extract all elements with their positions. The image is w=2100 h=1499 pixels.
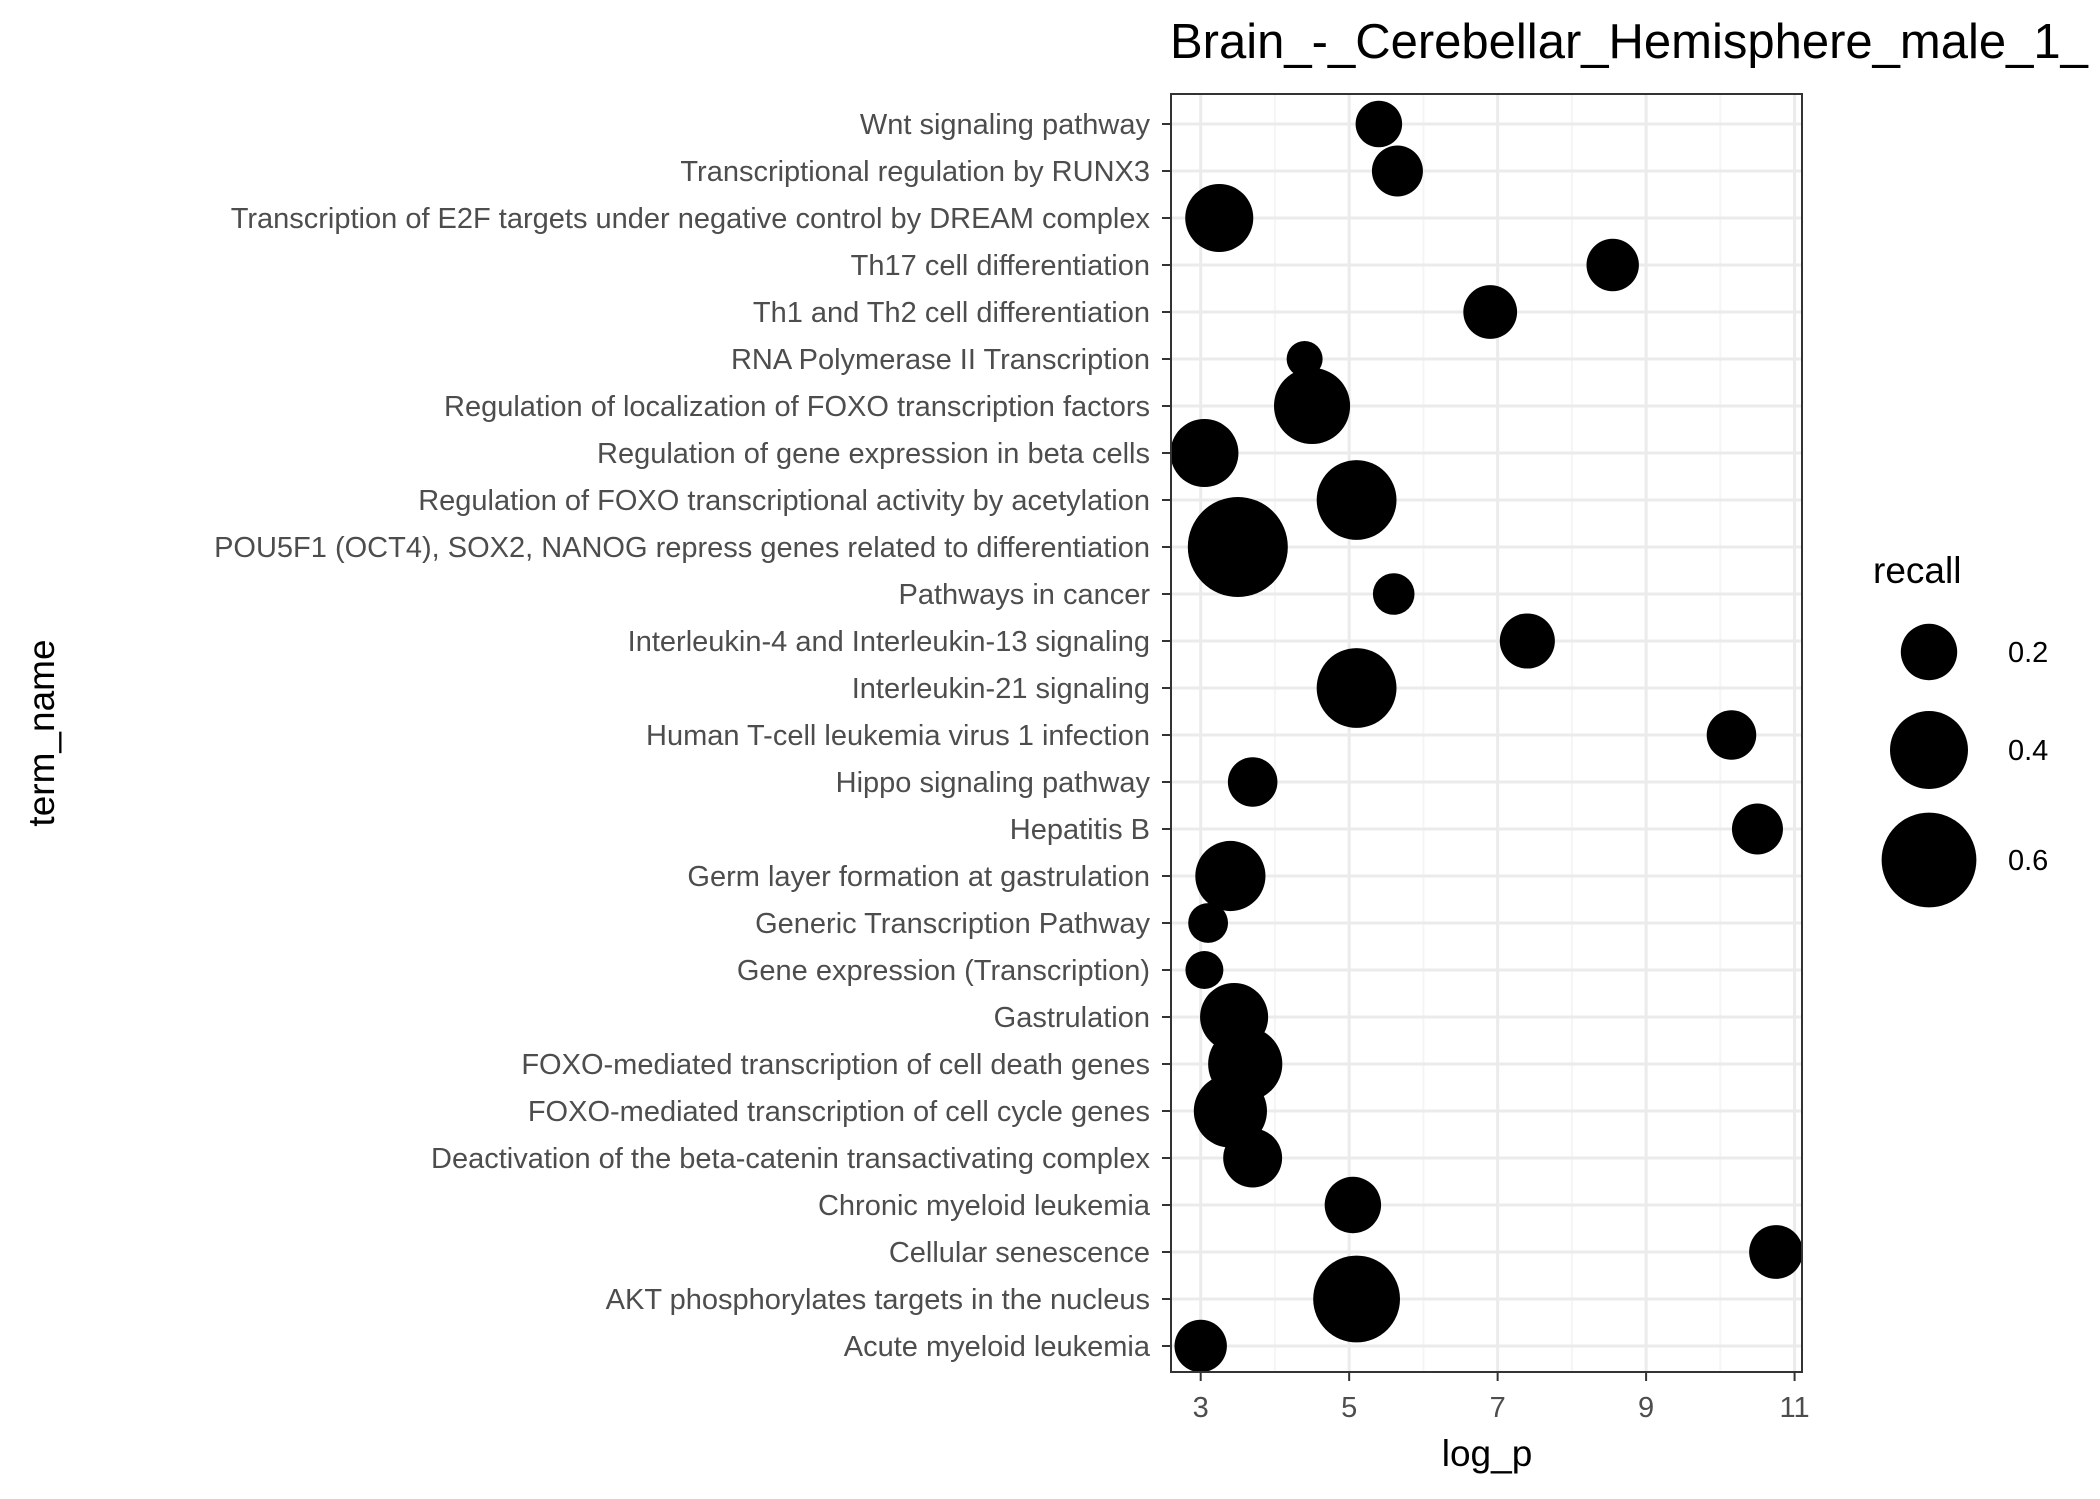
y-tick-label: Acute myeloid leukemia	[844, 1331, 1151, 1363]
y-tick-label: Cellular senescence	[889, 1237, 1150, 1269]
data-point	[1200, 982, 1269, 1052]
y-tick-label: Pathways in cancer	[899, 579, 1151, 611]
data-point	[1227, 757, 1278, 807]
x-tick-label: 7	[1490, 1392, 1506, 1424]
data-point	[1706, 710, 1757, 760]
data-point	[1313, 1255, 1400, 1343]
data-point	[1316, 648, 1397, 728]
y-tick-label: Interleukin-21 signaling	[852, 673, 1150, 705]
data-point	[1174, 1319, 1227, 1373]
y-tick-label: POU5F1 (OCT4), SOX2, NANOG repress genes…	[214, 532, 1150, 564]
y-tick-label: Regulation of FOXO transcriptional activ…	[418, 485, 1150, 517]
y-tick-label: FOXO-mediated transcription of cell deat…	[521, 1049, 1150, 1081]
y-tick-label: Gastrulation	[994, 1002, 1150, 1034]
y-tick-label: Wnt signaling pathway	[860, 109, 1151, 141]
data-point	[1185, 951, 1224, 989]
x-tick-label: 11	[1780, 1392, 1810, 1424]
data-point	[1185, 183, 1254, 253]
data-point	[1731, 803, 1783, 855]
data-point	[1273, 367, 1351, 445]
x-tick-label: 5	[1341, 1392, 1357, 1424]
data-point	[1463, 285, 1518, 339]
y-tick-label: AKT phosphorylates targets in the nucleu…	[606, 1284, 1150, 1316]
y-tick-label: Chronic myeloid leukemia	[818, 1190, 1151, 1222]
x-axis: 3 5 7 9 11	[1193, 1372, 1810, 1424]
data-point	[1170, 418, 1239, 488]
legend-label: 0.2	[2008, 637, 2048, 669]
x-tick-label: 9	[1638, 1392, 1654, 1424]
legend-title: recall	[1873, 550, 1961, 591]
data-point	[1316, 460, 1397, 540]
y-tick-label: Germ layer formation at gastrulation	[687, 861, 1150, 893]
data-point	[1195, 840, 1266, 912]
y-tick-label: Regulation of gene expression in beta ce…	[597, 438, 1150, 470]
data-point	[1187, 497, 1288, 597]
y-tick-label: FOXO-mediated transcription of cell cycl…	[528, 1096, 1150, 1128]
data-point	[1371, 145, 1423, 197]
legend-label: 0.6	[2008, 845, 2048, 877]
y-tick-label: Hepatitis B	[1010, 814, 1150, 846]
legend-size-key	[1900, 623, 1958, 681]
x-tick-label: 3	[1193, 1392, 1209, 1424]
grid-lines	[1171, 94, 1802, 1372]
data-point	[1355, 100, 1403, 148]
y-tick-label: Human T-cell leukemia virus 1 infection	[646, 720, 1150, 752]
y-tick-label: Deactivation of the beta-catenin transac…	[431, 1143, 1150, 1175]
y-tick-label: Transcriptional regulation by RUNX3	[680, 156, 1150, 188]
data-points	[1170, 100, 1803, 1373]
legend-items: 0.2 0.4 0.6	[1881, 623, 2048, 908]
data-point	[1749, 1225, 1803, 1279]
legend-label: 0.4	[2008, 735, 2048, 767]
data-point	[1188, 903, 1229, 943]
y-tick-label: RNA Polymerase II Transcription	[731, 344, 1150, 376]
panel-border	[1170, 93, 1803, 1373]
y-tick-label: Th1 and Th2 cell differentiation	[753, 297, 1150, 329]
y-tick-label: Transcription of E2F targets under negat…	[231, 203, 1151, 235]
data-point	[1499, 613, 1555, 669]
y-tick-label: Gene expression (Transcription)	[737, 955, 1150, 987]
y-tick-label: Th17 cell differentiation	[851, 250, 1150, 282]
y-tick-label: Interleukin-4 and Interleukin-13 signali…	[628, 626, 1150, 658]
y-tick-label: Generic Transcription Pathway	[755, 908, 1150, 940]
data-point	[1286, 341, 1323, 377]
x-axis-title: log_p	[1442, 1433, 1533, 1474]
legend: recall 0.2 0.4 0.6	[1873, 550, 2048, 908]
data-point	[1586, 238, 1639, 292]
y-axis: Acute myeloid leukemia AKT phosphorylates…	[214, 109, 1171, 1363]
y-tick-label: Hippo signaling pathway	[836, 767, 1151, 799]
data-point	[1324, 1176, 1382, 1234]
y-tick-label: Regulation of localization of FOXO trans…	[444, 391, 1150, 423]
data-point	[1372, 573, 1415, 615]
legend-size-key	[1881, 812, 1977, 908]
chart-title: Brain_-_Cerebellar_Hemisphere_male_1_	[1170, 15, 2089, 69]
y-axis-title: term_name	[21, 639, 62, 826]
legend-size-key	[1890, 711, 1968, 789]
